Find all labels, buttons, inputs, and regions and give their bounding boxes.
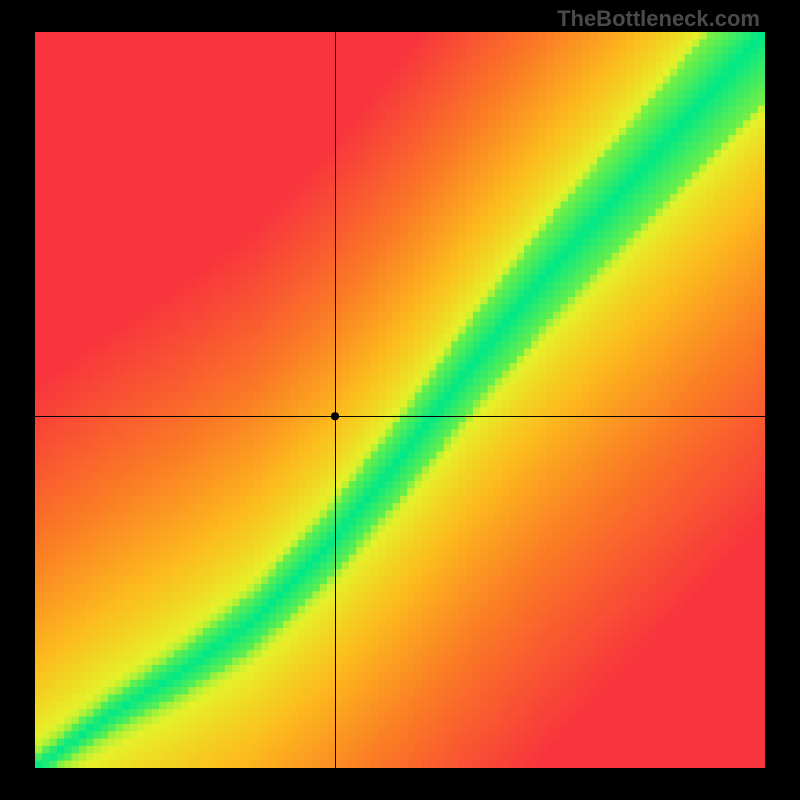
watermark-text: TheBottleneck.com — [557, 6, 760, 32]
bottleneck-heatmap — [35, 32, 765, 768]
chart-container: TheBottleneck.com — [0, 0, 800, 800]
